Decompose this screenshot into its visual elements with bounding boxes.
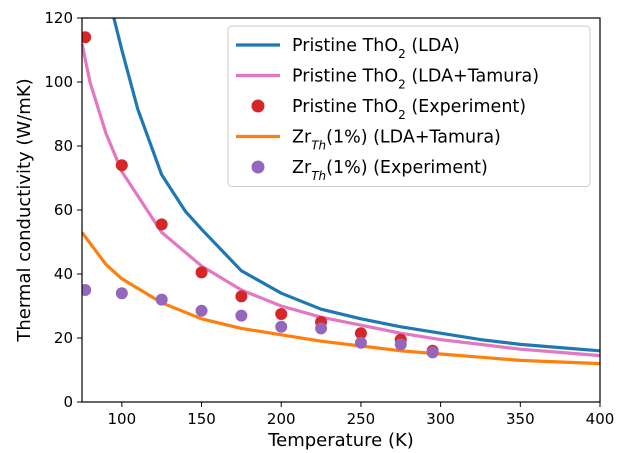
- data-point: [235, 290, 248, 303]
- x-tick-label: 100: [108, 410, 137, 428]
- x-tick-label: 200: [267, 410, 296, 428]
- legend-label: Pristine ThO2 (Experiment): [292, 97, 526, 122]
- data-point: [155, 218, 168, 231]
- data-point: [275, 320, 288, 333]
- plot-frame: [81, 17, 601, 403]
- data-point: [155, 293, 168, 306]
- data-point: [354, 336, 367, 349]
- legend: Pristine ThO2 (LDA) Pristine ThO2 (LDA+Ta…: [227, 25, 591, 187]
- legend-label: Pristine ThO2 (LDA): [292, 36, 460, 61]
- data-point: [115, 159, 128, 172]
- series-0: [112, 18, 600, 353]
- data-point: [394, 338, 407, 351]
- y-axis-title: Thermal conductivity (W/mK): [14, 78, 35, 342]
- data-point: [235, 309, 248, 322]
- data-point: [195, 304, 208, 317]
- legend-label: ZrTh(1%) (Experiment): [292, 158, 488, 183]
- series-line: [82, 43, 600, 358]
- x-tick-label: 350: [506, 410, 535, 428]
- legend-item: Pristine ThO2 (Experiment): [251, 97, 526, 122]
- data-point: [315, 322, 328, 335]
- legend-box: [227, 25, 591, 187]
- data-point: [275, 308, 288, 320]
- axis-ticks: 100 150 200 250 300 350 400 0 20 40 60 80 100 120: [44, 9, 614, 428]
- legend-swatch: [251, 160, 265, 174]
- y-tick-label: 20: [54, 329, 73, 347]
- data-point: [115, 287, 128, 300]
- series-4: [82, 284, 439, 359]
- series-line: [82, 231, 600, 366]
- x-tick-label: 300: [426, 410, 455, 428]
- y-tick-label: 60: [54, 201, 73, 219]
- series-1: [82, 43, 600, 358]
- series-layer: [82, 18, 600, 366]
- y-tick-label: 0: [63, 393, 73, 411]
- legend-item: Pristine ThO2 (LDA+Tamura): [236, 67, 539, 92]
- legend-item: Pristine ThO2 (LDA): [236, 36, 460, 61]
- legend-label: ZrTh(1%) (LDA+Tamura): [292, 128, 501, 153]
- legend-item: ZrTh(1%) (LDA+Tamura): [236, 128, 501, 153]
- legend-swatch: [251, 99, 265, 113]
- x-tick-label: 150: [187, 410, 216, 428]
- x-axis-title: Temperature (K): [267, 430, 414, 451]
- y-tick-label: 100: [44, 73, 73, 91]
- data-point: [426, 346, 439, 359]
- legend-label: Pristine ThO2 (LDA+Tamura): [292, 67, 539, 92]
- data-point: [195, 266, 208, 279]
- x-tick-label: 400: [586, 410, 615, 428]
- series-3: [82, 231, 600, 366]
- x-tick-label: 250: [347, 410, 376, 428]
- data-point: [82, 284, 92, 296]
- y-tick-label: 40: [54, 265, 73, 283]
- legend-item: ZrTh(1%) (Experiment): [251, 158, 488, 183]
- series-line: [112, 18, 600, 353]
- y-tick-label: 120: [44, 9, 73, 27]
- data-point: [354, 327, 367, 340]
- data-point: [82, 31, 92, 44]
- y-tick-label: 80: [54, 137, 73, 155]
